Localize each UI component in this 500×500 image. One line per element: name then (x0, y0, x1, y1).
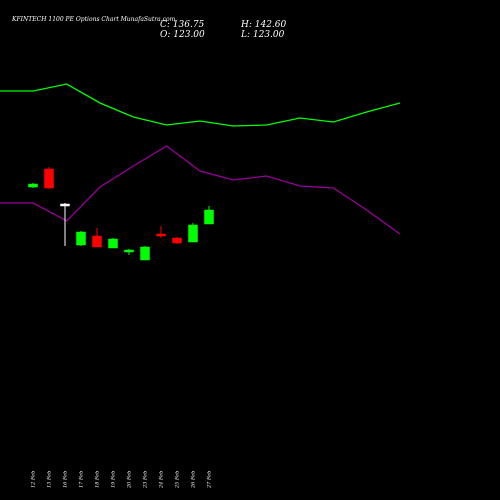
high-value: H: 142.60 (240, 20, 287, 30)
candle (60, 203, 70, 246)
x-tick-label: 18 Feb (95, 471, 101, 488)
candle (140, 246, 150, 261)
candle (92, 228, 102, 248)
candle (76, 231, 86, 246)
lower-band-line (0, 145, 401, 235)
x-tick-label: 12 Feb (31, 471, 37, 488)
candle (172, 237, 182, 244)
overlay-lines (0, 83, 401, 235)
candle (204, 206, 214, 225)
x-tick-label: 16 Feb (63, 471, 69, 488)
candle-body (124, 249, 134, 253)
x-tick-label: 20 Feb (127, 471, 133, 489)
x-tick-label: 17 Feb (79, 471, 85, 488)
candle-body (172, 237, 182, 244)
x-tick-label: 26 Feb (191, 471, 197, 489)
candle-body (44, 168, 54, 189)
candle (156, 226, 166, 238)
candle-body (76, 231, 86, 246)
candle-body (108, 238, 118, 249)
close-value: C: 136.75 (160, 20, 205, 30)
low-value: L: 123.00 (240, 30, 285, 40)
chart-title: KFINTECH 1100 PE Options Chart MunafaSut… (11, 16, 176, 23)
candle (44, 167, 54, 189)
x-tick-label: 19 Feb (111, 471, 117, 488)
candle (28, 183, 38, 188)
candles (28, 167, 214, 261)
open-value: O: 123.00 (160, 30, 205, 40)
candle-body (140, 246, 150, 261)
upper-band-line (0, 83, 401, 127)
x-axis-ticks: 12 Feb 13 Feb 16 Feb 17 Feb 18 Feb 19 Feb 20 F… (31, 471, 213, 489)
candle-body (188, 224, 198, 243)
candle (188, 223, 198, 243)
candle (124, 249, 134, 255)
candle-body (92, 235, 102, 248)
candle-body (60, 203, 70, 207)
x-tick-label: 13 Feb (47, 471, 53, 488)
candle (108, 238, 118, 249)
x-tick-label: 23 Feb (143, 471, 149, 489)
x-tick-label: 24 Feb (159, 471, 165, 489)
candle-body (156, 233, 166, 237)
candle-body (204, 209, 214, 225)
x-tick-label: 27 Feb (207, 471, 213, 489)
x-tick-label: 25 Feb (175, 471, 181, 489)
candle-body (28, 183, 38, 188)
